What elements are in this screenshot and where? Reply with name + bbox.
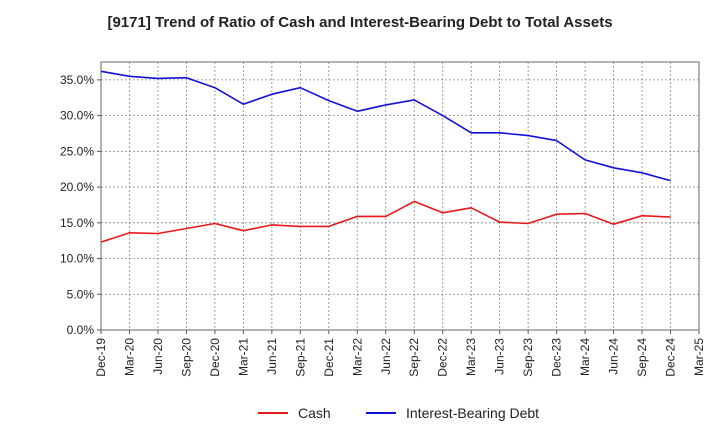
x-tick-label: Jun-21 (265, 338, 279, 375)
grid-layer (101, 62, 699, 331)
x-tick-label: Jun-23 (493, 338, 507, 375)
x-tick-label: Jun-20 (151, 338, 165, 375)
x-tick-label: Jun-22 (379, 338, 393, 375)
x-tick-label: Mar-24 (578, 338, 592, 376)
y-tick-label: 10.0% (60, 252, 94, 266)
y-tick-label: 25.0% (60, 144, 94, 158)
y-tick-label: 15.0% (60, 216, 94, 230)
legend-label-cash: Cash (298, 405, 331, 421)
y-tick-label: 30.0% (60, 109, 94, 123)
y-tick-label: 5.0% (67, 287, 95, 301)
x-tick-label: Dec-24 (664, 338, 678, 377)
y-tick-label: 35.0% (60, 73, 94, 87)
series-layer (100, 70, 671, 243)
x-tick-label: Mar-23 (464, 338, 478, 376)
x-tick-label: Dec-23 (550, 338, 564, 377)
x-tick-label: Dec-21 (322, 338, 336, 377)
chart-title: [9171] Trend of Ratio of Cash and Intere… (107, 14, 613, 31)
x-tick-label: Jun-24 (607, 338, 621, 375)
x-tick-label: Mar-20 (122, 338, 136, 376)
legend-label-interest-bearing-debt: Interest-Bearing Debt (406, 405, 539, 421)
series-line-cash (100, 200, 671, 243)
legend: Cash Interest-Bearing Debt (258, 405, 539, 421)
x-tick-label: Mar-25 (692, 338, 706, 376)
x-tick-label: Sep-23 (521, 338, 535, 377)
x-tick-label: Sep-22 (407, 338, 421, 377)
x-tick-label: Sep-21 (293, 338, 307, 377)
x-tick-label: Mar-22 (350, 338, 364, 376)
y-tick-label: 20.0% (60, 180, 94, 194)
x-tick-label: Dec-20 (208, 338, 222, 377)
x-tick-label: Sep-20 (179, 338, 193, 377)
y-tick-label: 0.0% (67, 323, 95, 337)
x-tick-label: Mar-21 (236, 338, 250, 376)
x-tick-label: Dec-22 (436, 338, 450, 377)
x-tick-label: Dec-19 (94, 338, 108, 377)
axis-layer: 0.0% 5.0% 10.0% 15.0% 20.0% 25.0% 30.0% 35.0% De… (60, 61, 706, 377)
series-line-interest-bearing-debt (100, 70, 671, 182)
x-tick-label: Sep-24 (635, 338, 649, 377)
plot-frame (100, 61, 700, 331)
